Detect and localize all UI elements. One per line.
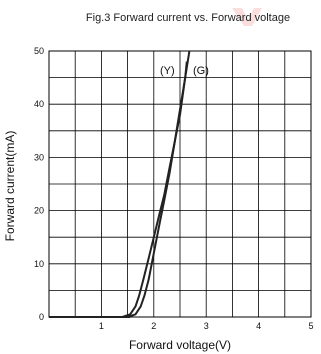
x-tick-label: 3	[204, 321, 209, 331]
curves	[49, 50, 191, 318]
chart-title: Fig.3 Forward current vs. Forward voltag…	[86, 12, 290, 24]
y-tick-label: 20	[34, 206, 44, 216]
y-tick-label: 30	[34, 152, 44, 162]
series-line-g	[127, 50, 191, 318]
series-label-g: (G)	[193, 65, 209, 77]
y-axis-ticks: 0 10 20 30 40 50	[34, 46, 44, 322]
x-tick-label: 2	[151, 321, 156, 331]
series-label-y: (Y)	[160, 65, 175, 77]
x-tick-label: 1	[99, 321, 104, 331]
plot-frame	[48, 50, 312, 318]
watermark	[232, 8, 262, 26]
x-axis-label: Forward voltage(V)	[129, 338, 231, 352]
y-tick-label: 50	[34, 46, 44, 56]
x-tick-label: 4	[256, 321, 261, 331]
y-tick-label: 0	[39, 312, 44, 322]
x-tick-label: 5	[308, 321, 313, 331]
y-tick-label: 10	[34, 259, 44, 269]
x-axis-ticks: 1 2 3 4 5	[99, 321, 314, 331]
plot-grid	[49, 51, 311, 317]
y-axis-label: Forward current(mA)	[3, 131, 17, 242]
series-line-y	[122, 61, 188, 318]
y-tick-label: 40	[34, 99, 44, 109]
